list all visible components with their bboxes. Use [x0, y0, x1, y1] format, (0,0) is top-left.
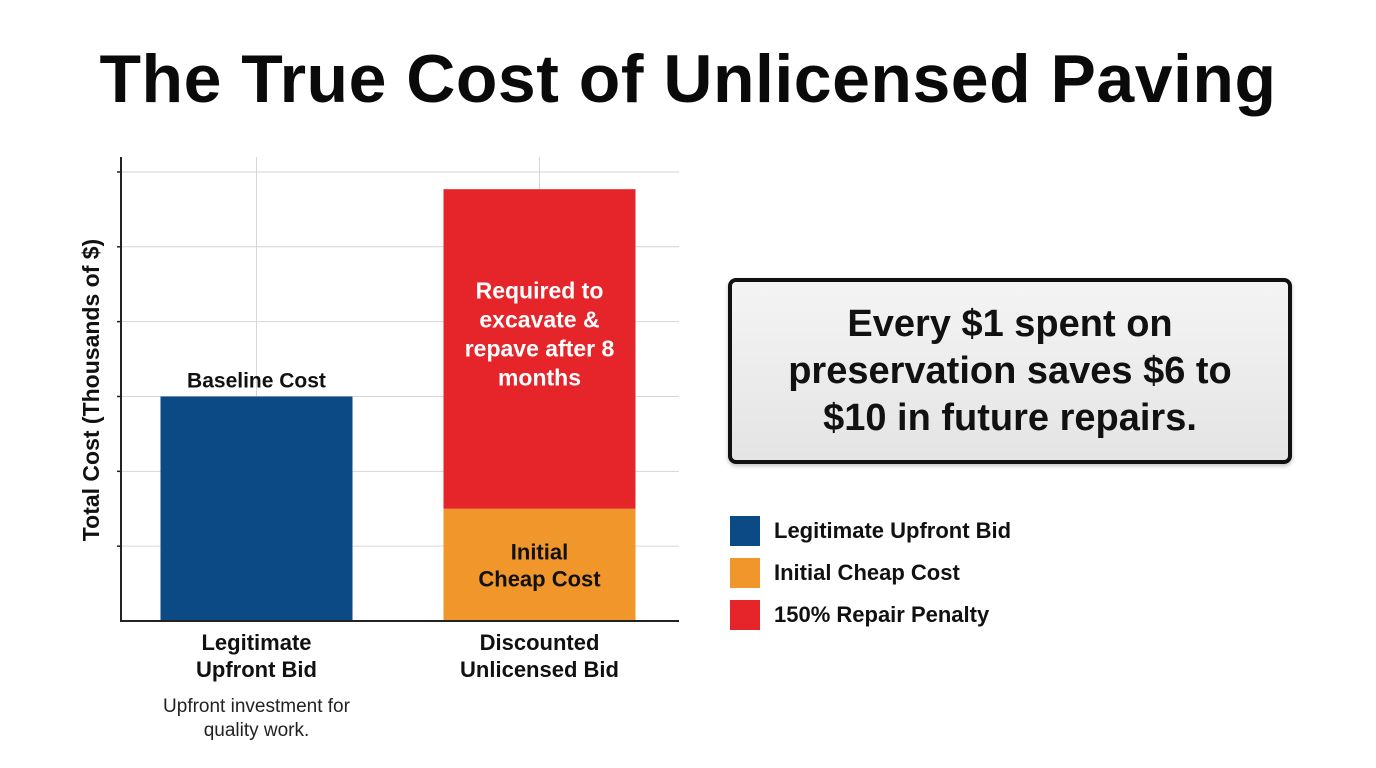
legend-label: Legitimate Upfront Bid [774, 518, 1012, 543]
legend-item-legitimate: Legitimate Upfront Bid [730, 510, 1011, 552]
bar-segment [443, 508, 636, 621]
chart-title: The True Cost of Unlicensed Paving [99, 41, 1277, 117]
legend-swatch [730, 516, 760, 546]
legend-swatch [730, 558, 760, 588]
legend-label: Initial Cheap Cost [774, 560, 960, 585]
legend: Legitimate Upfront Bid Initial Cheap Cos… [730, 510, 1011, 636]
legend-label: 150% Repair Penalty [774, 602, 990, 627]
bar-segment-label: Initial Cheap Cost [478, 539, 601, 591]
bar-segment-label: Required to excavate & repave after 8 month… [465, 277, 615, 390]
callout-text: Every $1 spent on preservation saves $6 … [788, 302, 1232, 439]
legend-item-initial-cheap: Initial Cheap Cost [730, 552, 1011, 594]
callout-box: Every $1 spent on preservation saves $6 … [728, 278, 1292, 464]
x-tick-label: Discounted Unlicensed Bid [460, 630, 619, 682]
bar-segment [160, 396, 353, 621]
bar-segment [443, 189, 636, 509]
x-tick-label: Legitimate Upfront Bid [196, 630, 317, 682]
legend-item-repair-penalty: 150% Repair Penalty [730, 594, 1011, 636]
category-subtitle: Upfront investment for quality work. [163, 696, 351, 741]
y-axis-label: Total Cost (Thousands of $) [78, 239, 104, 541]
legend-swatch [730, 600, 760, 630]
bar-segment-label: Baseline Cost [187, 369, 326, 392]
